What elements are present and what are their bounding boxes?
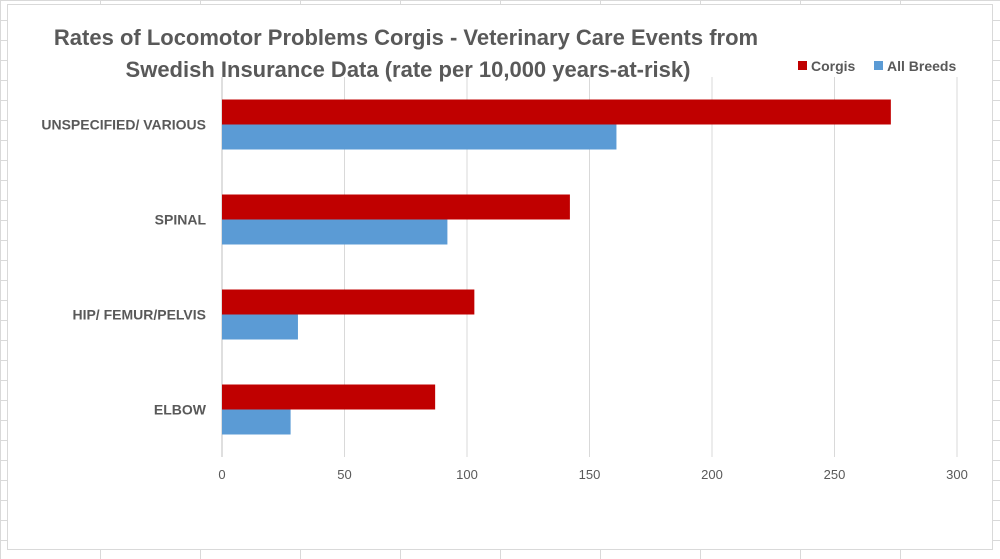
legend-label: Corgis	[811, 58, 856, 74]
x-tick-label: 50	[337, 467, 351, 482]
bar-corgis	[222, 194, 570, 220]
x-tick-label: 300	[946, 467, 968, 482]
category-label: ELBOW	[154, 402, 207, 418]
x-tick-label: 150	[579, 467, 601, 482]
chart-area[interactable]: 0 50 100 150 200 250 300 Rates of Locomotor Pro…	[7, 4, 993, 550]
bar-chart: 0 50 100 150 200 250 300 Rates of Locomotor Pro…	[41, 25, 968, 482]
chart-title: Swedish Insurance Data (rate per 10,000 …	[126, 57, 691, 82]
bar-corgis	[222, 99, 891, 125]
x-tick-label: 250	[824, 467, 846, 482]
bar-all-breeds	[222, 124, 617, 150]
legend-swatch	[874, 61, 883, 70]
bar-corgis	[222, 289, 475, 315]
x-tick-label: 100	[456, 467, 478, 482]
x-tick-label: 200	[701, 467, 723, 482]
chart-title: Rates of Locomotor Problems Corgis - Vet…	[54, 25, 758, 50]
category-label: HIP/ FEMUR/PELVIS	[72, 307, 206, 323]
category-label: UNSPECIFIED/ VARIOUS	[41, 117, 206, 133]
bar-all-breeds	[222, 409, 291, 435]
bar-corgis	[222, 384, 436, 410]
legend-label: All Breeds	[887, 58, 956, 74]
bar-all-breeds	[222, 314, 298, 340]
category-label: SPINAL	[155, 212, 207, 228]
bar-all-breeds	[222, 219, 448, 245]
x-tick-label: 0	[218, 467, 225, 482]
legend-swatch	[798, 61, 807, 70]
